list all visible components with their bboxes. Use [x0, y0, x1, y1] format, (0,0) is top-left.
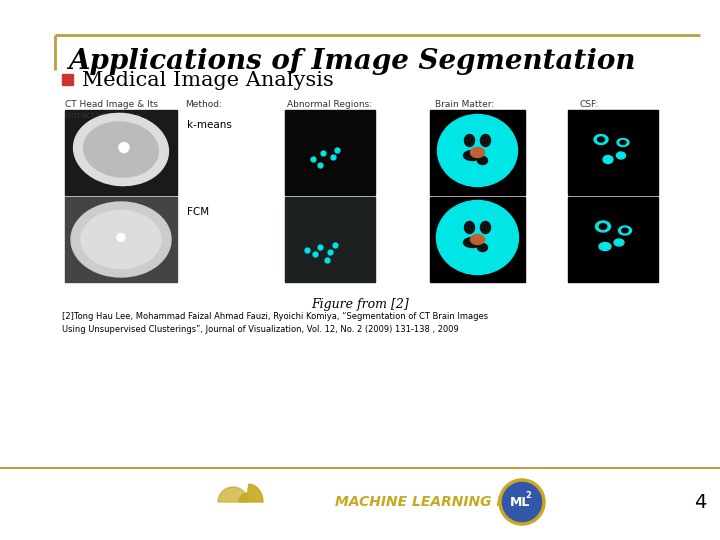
Ellipse shape: [477, 157, 487, 165]
Text: Brain Matter:: Brain Matter:: [435, 100, 494, 109]
Ellipse shape: [616, 152, 626, 159]
Ellipse shape: [464, 134, 474, 146]
Circle shape: [119, 143, 129, 152]
Text: Figure from [2]: Figure from [2]: [311, 298, 409, 311]
Ellipse shape: [470, 234, 485, 245]
Bar: [568, 110, 658, 195]
Text: Applications of Image Segmentation: Applications of Image Segmentation: [68, 48, 636, 75]
Ellipse shape: [599, 224, 607, 230]
Bar: [65, 197, 177, 282]
Bar: [285, 197, 375, 282]
Bar: [430, 197, 525, 282]
Bar: [285, 110, 375, 195]
Polygon shape: [218, 487, 248, 502]
Ellipse shape: [480, 134, 490, 146]
Ellipse shape: [477, 244, 487, 252]
Text: Abnormal Regions:: Abnormal Regions:: [287, 100, 372, 109]
Ellipse shape: [470, 147, 485, 158]
Bar: [568, 197, 658, 282]
Text: k-means: k-means: [187, 120, 232, 130]
Ellipse shape: [84, 122, 158, 177]
Ellipse shape: [464, 221, 474, 233]
Ellipse shape: [464, 238, 482, 247]
Text: 2: 2: [525, 491, 531, 501]
Bar: [430, 110, 525, 195]
Ellipse shape: [603, 156, 613, 164]
Ellipse shape: [438, 114, 518, 186]
Ellipse shape: [595, 221, 611, 232]
Ellipse shape: [599, 242, 611, 251]
Text: MACHINE LEARNING LAB: MACHINE LEARNING LAB: [335, 495, 526, 509]
Ellipse shape: [71, 202, 171, 277]
Text: [2]Tong Hau Lee, Mohammad Faizal Ahmad Fauzi, Ryoichi Komiya, “Segmentation of C: [2]Tong Hau Lee, Mohammad Faizal Ahmad F…: [62, 312, 488, 334]
Ellipse shape: [614, 239, 624, 246]
Ellipse shape: [81, 211, 161, 268]
Text: Medical Image Analysis: Medical Image Analysis: [82, 71, 334, 90]
Text: FCM: FCM: [187, 207, 209, 217]
Ellipse shape: [436, 200, 518, 274]
Ellipse shape: [618, 226, 631, 235]
Bar: [62, 74, 73, 85]
Ellipse shape: [620, 140, 626, 145]
Ellipse shape: [594, 134, 608, 145]
Polygon shape: [239, 484, 263, 502]
Circle shape: [500, 480, 544, 524]
Circle shape: [117, 233, 125, 241]
Ellipse shape: [617, 138, 629, 146]
Ellipse shape: [622, 228, 629, 233]
Text: CSF:: CSF:: [580, 100, 599, 109]
Ellipse shape: [464, 151, 482, 160]
Ellipse shape: [480, 221, 490, 233]
Text: Method:: Method:: [185, 100, 222, 109]
Bar: [65, 110, 177, 195]
Text: ML: ML: [510, 496, 530, 509]
Ellipse shape: [598, 137, 605, 142]
Text: 4: 4: [694, 492, 706, 511]
Text: CT Head Image & Its
Intracranial Area:: CT Head Image & Its Intracranial Area:: [65, 100, 158, 120]
Ellipse shape: [73, 113, 168, 186]
